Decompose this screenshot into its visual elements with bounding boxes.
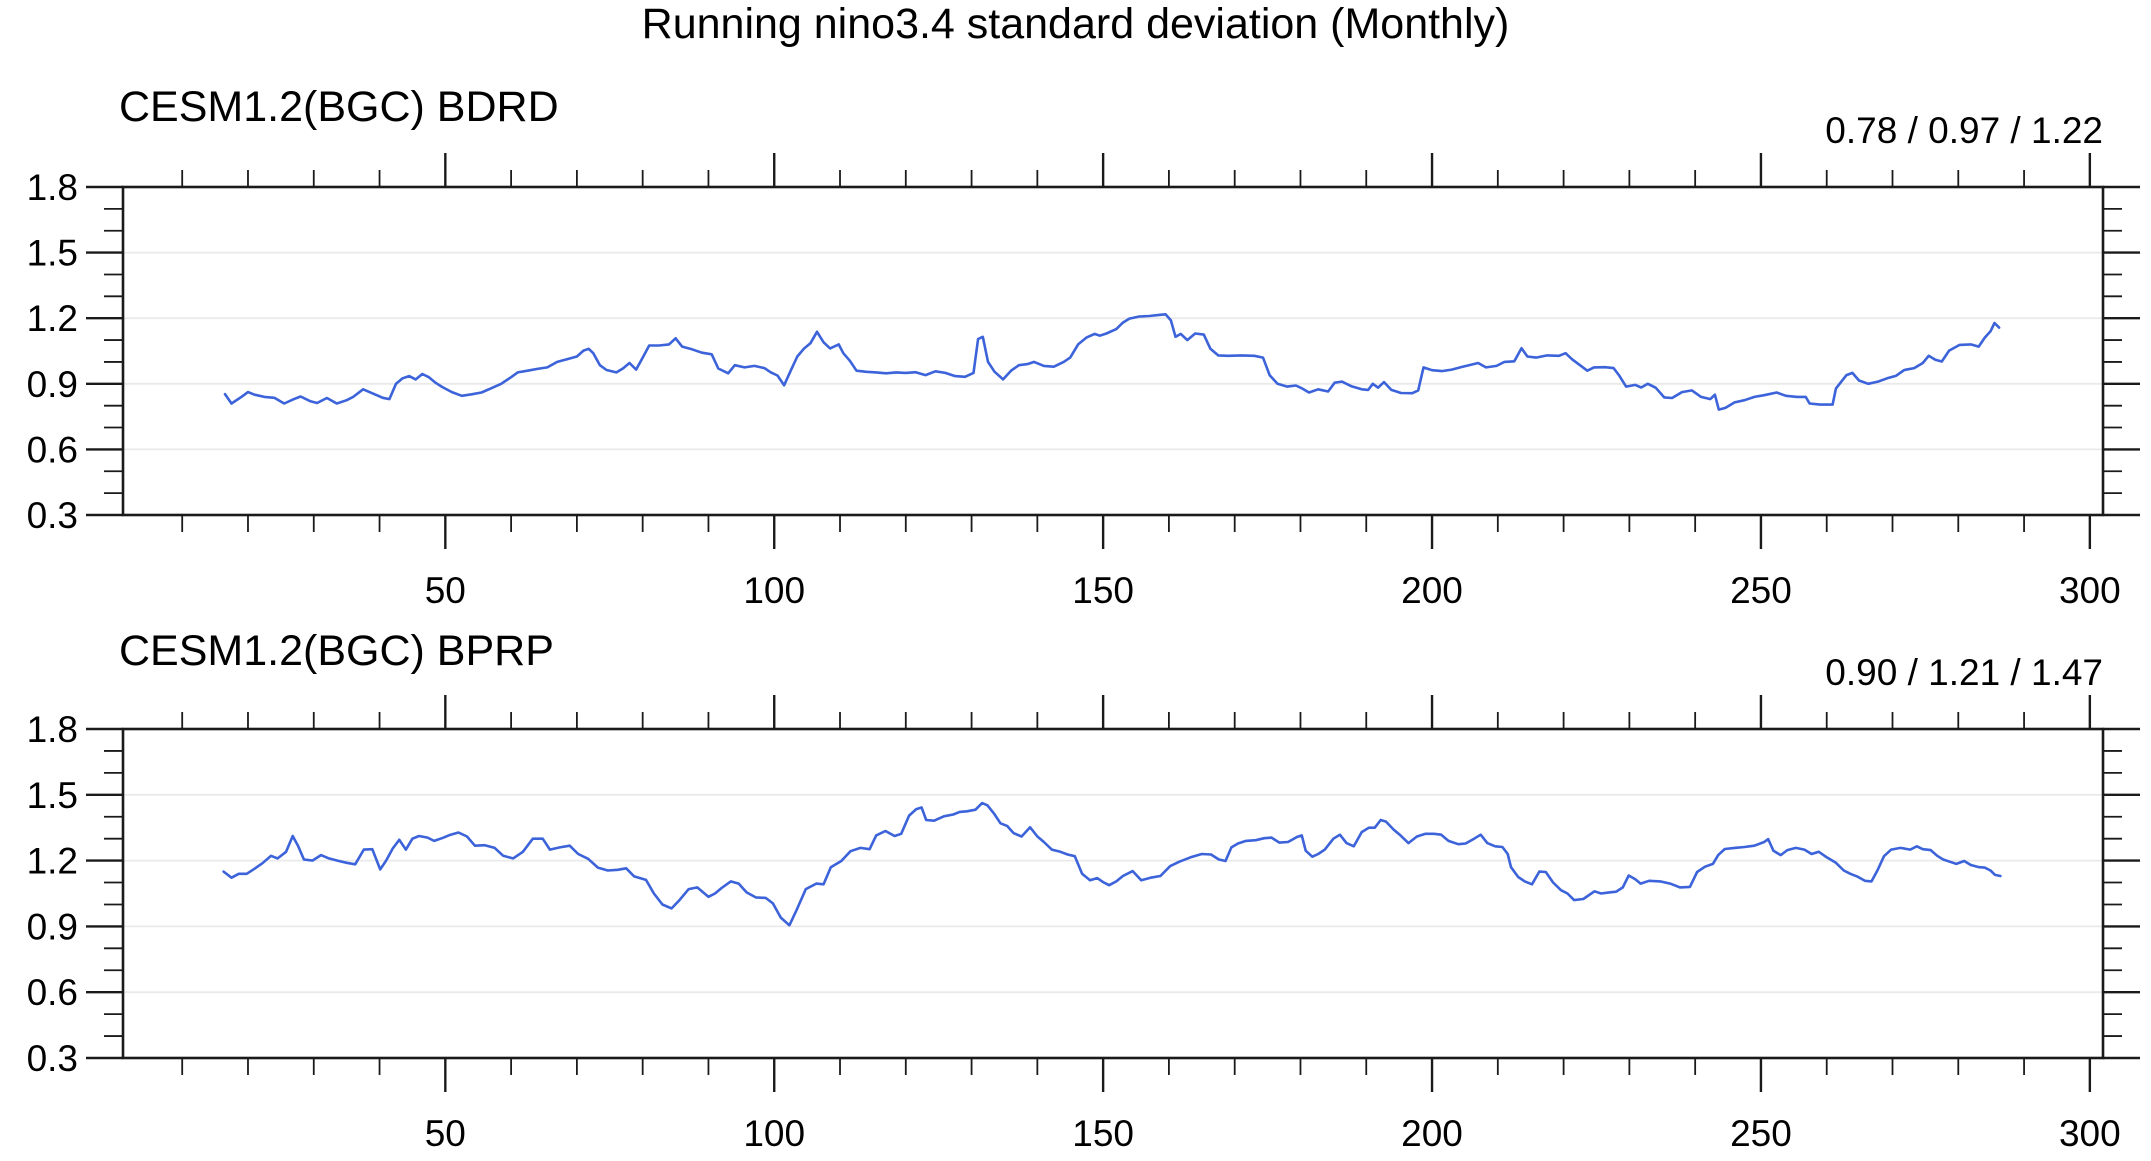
data-line-bdrd (223, 313, 2001, 411)
y-tick-label: 0.9 (27, 906, 78, 947)
x-tick-label: 100 (743, 570, 805, 611)
x-tick-label: 300 (2059, 1113, 2121, 1154)
panel-stats-bdrd: 0.78 / 0.97 / 1.22 (1825, 110, 2103, 151)
y-tick-label: 0.6 (27, 972, 78, 1013)
x-tick-label: 200 (1401, 1113, 1463, 1154)
page-title: Running nino3.4 standard deviation (Mont… (641, 0, 1510, 48)
y-tick-label: 1.5 (27, 233, 78, 274)
y-tick-label: 1.8 (27, 709, 78, 750)
x-tick-label: 50 (425, 570, 466, 611)
y-tick-label: 1.5 (27, 775, 78, 816)
x-tick-label: 200 (1401, 570, 1463, 611)
x-tick-label: 300 (2059, 570, 2121, 611)
y-tick-label: 1.2 (27, 298, 78, 339)
panel-title-bdrd: CESM1.2(BGC) BDRD (119, 83, 559, 131)
x-tick-label: 250 (1730, 1113, 1792, 1154)
y-tick-label: 0.3 (27, 495, 78, 536)
x-tick-label: 150 (1072, 570, 1134, 611)
panel-stats-bprp: 0.90 / 1.21 / 1.47 (1825, 652, 2103, 693)
data-line-bprp (222, 801, 2002, 927)
y-tick-label: 1.8 (27, 167, 78, 208)
y-tick-label: 0.6 (27, 429, 78, 470)
x-tick-label: 150 (1072, 1113, 1134, 1154)
y-tick-label: 0.9 (27, 364, 78, 405)
x-tick-label: 250 (1730, 570, 1792, 611)
x-tick-label: 50 (425, 1113, 466, 1154)
y-tick-label: 1.2 (27, 841, 78, 882)
y-tick-label: 0.3 (27, 1038, 78, 1079)
panel-title-bprp: CESM1.2(BGC) BPRP (119, 627, 554, 675)
x-tick-label: 100 (743, 1113, 805, 1154)
